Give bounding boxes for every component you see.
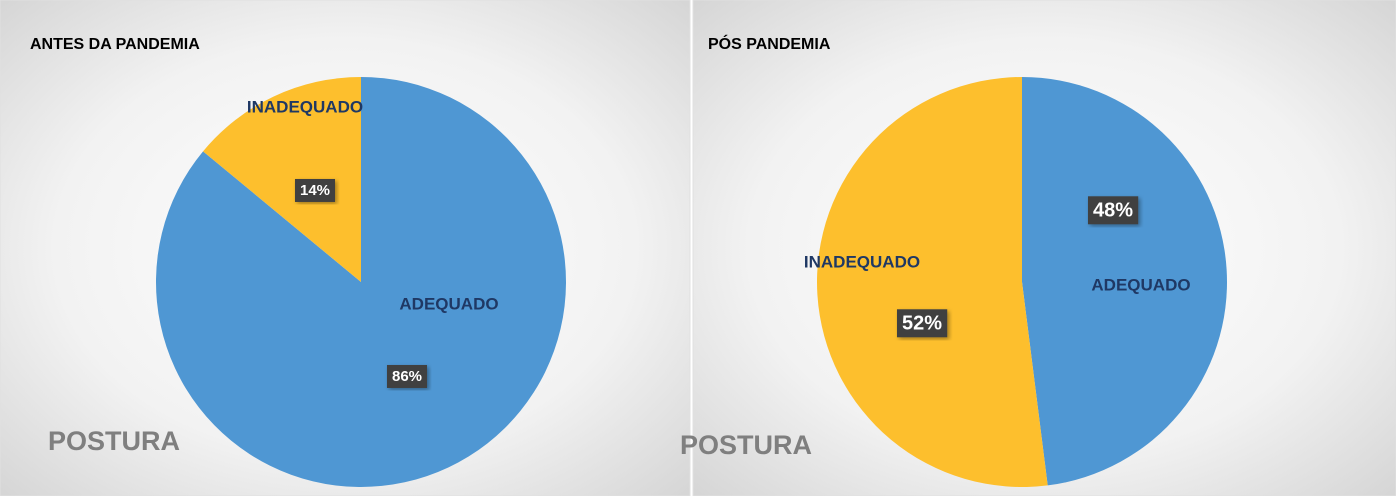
pie-slice	[817, 77, 1048, 487]
category-label: INADEQUADO	[247, 97, 363, 116]
value-label-box	[294, 178, 336, 202]
value-label-box	[896, 309, 948, 338]
value-label: 14%	[300, 182, 330, 199]
category-label: INADEQUADO	[804, 252, 920, 271]
category-label: ADEQUADO	[399, 294, 498, 313]
value-label-box	[1087, 196, 1139, 225]
annotation: POSTURA	[680, 430, 812, 460]
pie-slice	[1022, 77, 1227, 486]
chart-title: ANTES DA PANDEMIA	[30, 36, 200, 53]
category-label: ADEQUADO	[1091, 275, 1190, 294]
value-label: 48%	[1093, 199, 1133, 221]
chart-title: PÓS PANDEMIA	[708, 34, 831, 53]
value-label-group: 48%	[1087, 196, 1139, 225]
pie-slice	[203, 77, 361, 282]
annotation: POSTURA	[48, 426, 180, 456]
value-label-box	[386, 364, 428, 388]
value-label: 86%	[392, 368, 422, 385]
value-label-group: 86%	[386, 364, 428, 388]
value-label-group: 52%	[896, 309, 948, 338]
value-label-group: 14%	[294, 178, 336, 202]
value-label: 52%	[902, 312, 942, 334]
